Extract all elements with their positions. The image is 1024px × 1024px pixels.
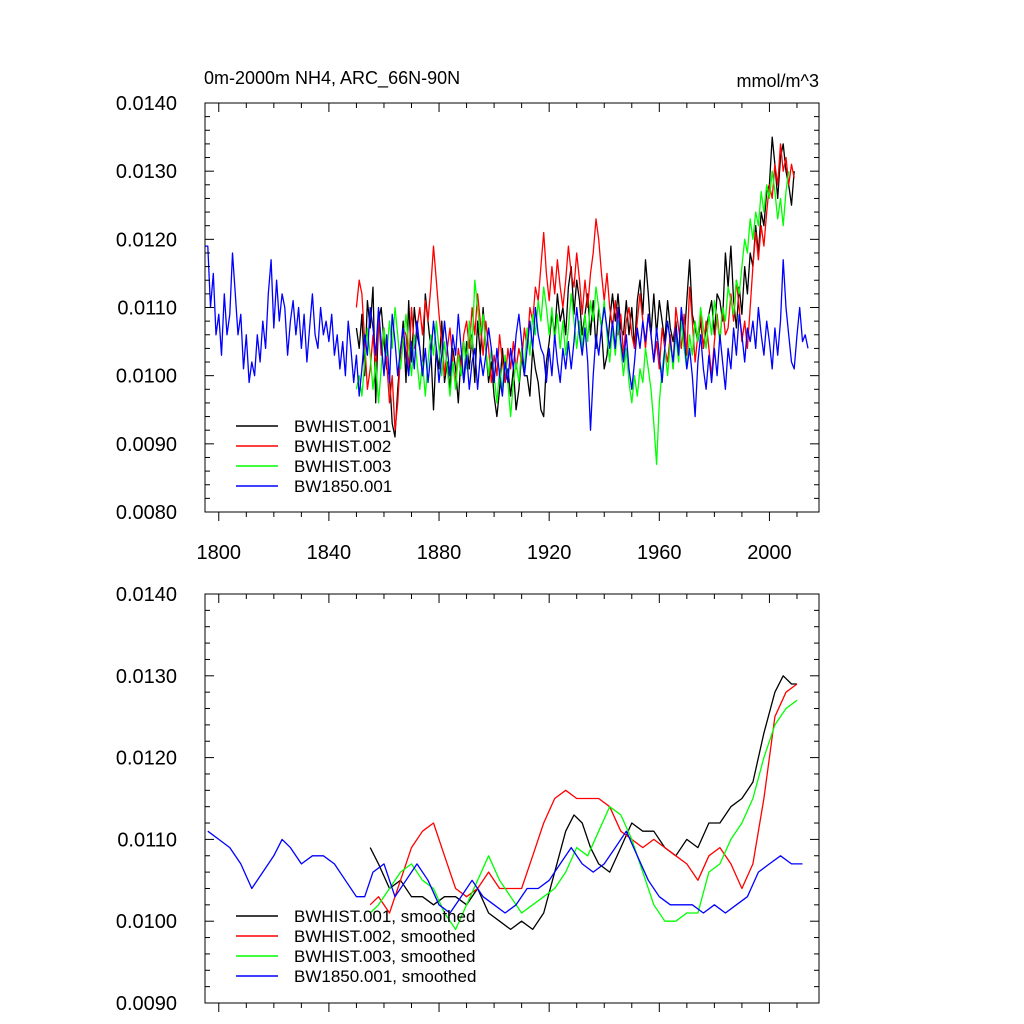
y-tick-label: 0.0120 [116,748,177,770]
series-line-bwhist-003 [355,170,790,465]
axes-bottom: 0.0090 0.0100 0.0110 0.0120 0.0130 0.0140 [116,584,819,1015]
x-tick-label: 1800 [197,542,242,564]
y-tick-label: 0.0140 [116,93,177,115]
legend-label: BWHIST.003 [294,457,391,476]
y-tick-label: 0.0100 [116,366,177,388]
legend-label: BWHIST.001 [294,417,391,436]
plot-frame-bottom [204,593,820,1004]
y-tick-label: 0.0090 [116,434,177,456]
x-tick-label: 2000 [747,542,792,564]
legend-label: BW1850.001, smoothed [294,967,476,986]
series-line-bwhist-002-smoothed [369,683,798,914]
series-layer-top [205,136,809,465]
units-label: mmol/m^3 [737,71,819,91]
x-tick-label: 1880 [417,542,462,564]
series-line-bwhist-001 [355,136,795,438]
series-line-bw1850-001 [205,245,809,431]
legend-label: BWHIST.002, smoothed [294,927,475,946]
y-tick-label: 0.0140 [116,584,177,606]
y-tick-label: 0.0100 [116,911,177,933]
x-tick-label: 1960 [637,542,682,564]
y-tick-label: 0.0110 [117,829,177,851]
legend-label: BW1850.001 [294,477,392,496]
y-tick-label: 0.0110 [117,298,177,320]
y-tick-label: 0.0130 [116,161,177,183]
legend-label: BWHIST.003, smoothed [294,947,475,966]
bottom-panel: 0.0090 0.0100 0.0110 0.0120 0.0130 0.0140 BWH… [116,584,820,1015]
legend-label: BWHIST.002 [294,437,391,456]
series-line-bw1850-001-smoothed [207,830,803,914]
y-tick-label: 0.0120 [116,229,177,251]
y-tick-label: 0.0130 [116,666,177,688]
y-tick-label: 0.0090 [116,993,177,1015]
series-line-bwhist-001-smoothed [369,675,797,931]
y-tick-label: 0.0080 [116,502,177,524]
chart-title: 0m-2000m NH4, ARC_66N-90N [204,68,460,89]
series-line-bwhist-003-smoothed [369,699,798,931]
axes-top: 0.0080 0.0090 0.0100 0.0110 0.0120 0.0130 0.01… [116,93,819,564]
series-layer-bottom [207,675,803,931]
top-panel: 0m-2000m NH4, ARC_66N-90N mmol/m^3 0.008… [116,68,820,564]
x-tick-label: 1920 [527,542,572,564]
x-tick-label: 1840 [307,542,352,564]
legend-label: BWHIST.001, smoothed [294,907,475,926]
